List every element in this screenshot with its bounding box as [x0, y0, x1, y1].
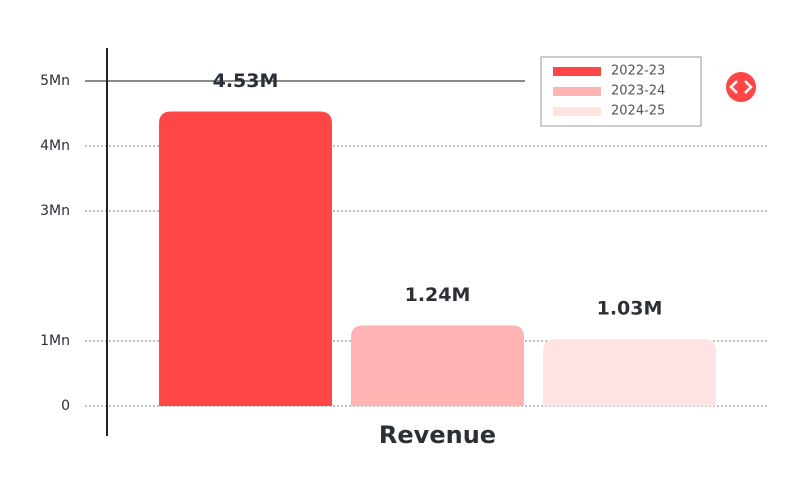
bar [159, 111, 332, 407]
bar [351, 325, 524, 406]
code-icon [726, 72, 756, 102]
y-tick-label: 4Mn [40, 138, 70, 154]
legend-label: 2023-24 [611, 84, 665, 99]
legend-label: 2024-25 [611, 104, 665, 119]
legend-label: 2022-23 [611, 64, 665, 79]
legend-swatch [553, 67, 601, 76]
bars: Revenue 4.53M 1.24M 1.03M [159, 70, 716, 449]
y-tick-label: 3Mn [40, 203, 70, 219]
legend-swatch [553, 87, 601, 96]
y-tick-label: 5Mn [40, 73, 70, 89]
x-category-label: Revenue [379, 421, 496, 449]
value-label: 4.53M [213, 70, 279, 92]
legend-swatch [553, 107, 601, 116]
bar [543, 339, 716, 406]
legend: 2022-23 2023-24 2024-25 [553, 64, 665, 119]
y-tick-label: 0 [61, 398, 70, 414]
y-tick-label: 1Mn [40, 333, 70, 349]
value-label: 1.03M [597, 298, 663, 320]
value-label: 1.24M [405, 284, 471, 306]
